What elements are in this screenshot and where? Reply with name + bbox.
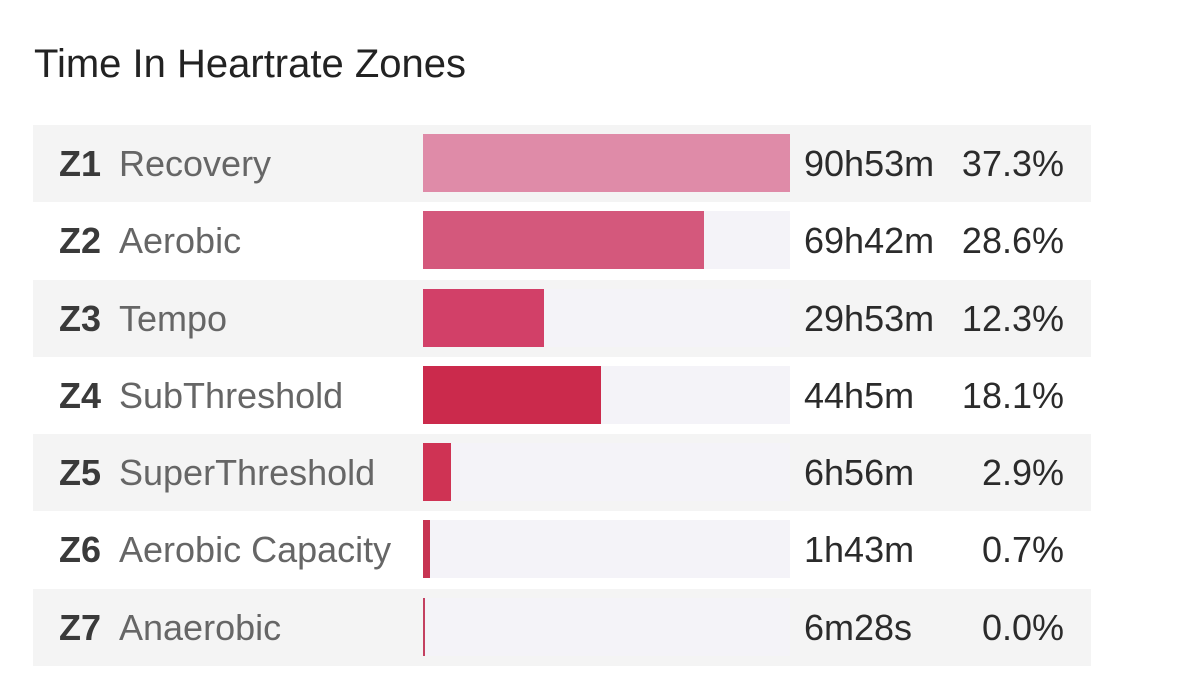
zone-percent: 37.3% [961,143,1064,184]
zone-percent: 0.0% [981,606,1064,648]
zone-duration: 6h56m [804,452,915,494]
zone-bar-track [423,597,790,656]
zone-bar-z5 [423,443,451,502]
zone-duration: 69h42m [804,220,935,262]
zone-bar-z6 [423,520,430,579]
zone-bar-z1 [423,134,790,192]
zone-name: Recovery [119,143,272,184]
zone-duration: 44h5m [804,374,915,416]
zone-bar-z2 [423,211,705,270]
zone-bar-z4 [423,365,601,424]
zone-code: Z3 [59,297,102,339]
zone-name: Aerobic [119,220,242,262]
zone-list: Z1 Recovery 90h53m 37.3% Z2 Aerobic 69h4… [33,125,1091,667]
zone-duration: 1h43m [804,529,915,571]
zone-bar-track [423,211,790,270]
zone-row-z2: Z2 Aerobic 69h42m 28.6% [33,202,1091,280]
zone-row-z6: Z6 Aerobic Capacity 1h43m 0.7% [33,511,1091,589]
zone-percent: 28.6% [961,220,1064,262]
zone-name: Anaerobic [119,606,282,648]
zone-percent: 12.3% [961,297,1064,339]
zone-percent: 18.1% [961,374,1064,416]
zone-bar-track [423,134,790,192]
zone-code: Z2 [59,220,102,262]
zone-row-z3: Z3 Tempo 29h53m 12.3% [33,279,1091,357]
zone-row-z5: Z5 SuperThreshold 6h56m 2.9% [33,434,1091,512]
zone-bar-track [423,365,790,424]
zone-percent: 0.7% [981,529,1064,571]
zone-row-z1: Z1 Recovery 90h53m 37.3% [33,125,1091,203]
zone-row-z7: Z7 Anaerobic 6m28s 0.0% [33,588,1091,667]
zone-code: Z7 [59,606,102,648]
zone-duration: 90h53m [804,143,935,184]
zone-row-z4: Z4 SubThreshold 44h5m 18.1% [33,356,1091,435]
zone-duration: 6m28s [804,606,913,648]
zone-name: Aerobic Capacity [119,529,392,571]
zone-bar-z7 [423,597,426,656]
chart-title: Time In Heartrate Zones [34,42,467,86]
zone-code: Z4 [59,374,102,416]
zone-name: Tempo [119,297,228,339]
zone-bar-track [423,443,790,502]
zone-bar-track [423,520,790,579]
zone-bar-z3 [423,288,544,347]
zone-name: SubThreshold [119,374,344,416]
zone-percent: 2.9% [981,452,1064,494]
zone-bar-track [423,288,790,347]
zone-code: Z6 [59,529,102,571]
zone-name: SuperThreshold [119,452,376,494]
zone-code: Z5 [59,452,102,494]
zone-duration: 29h53m [804,297,935,339]
zone-code: Z1 [59,143,102,184]
